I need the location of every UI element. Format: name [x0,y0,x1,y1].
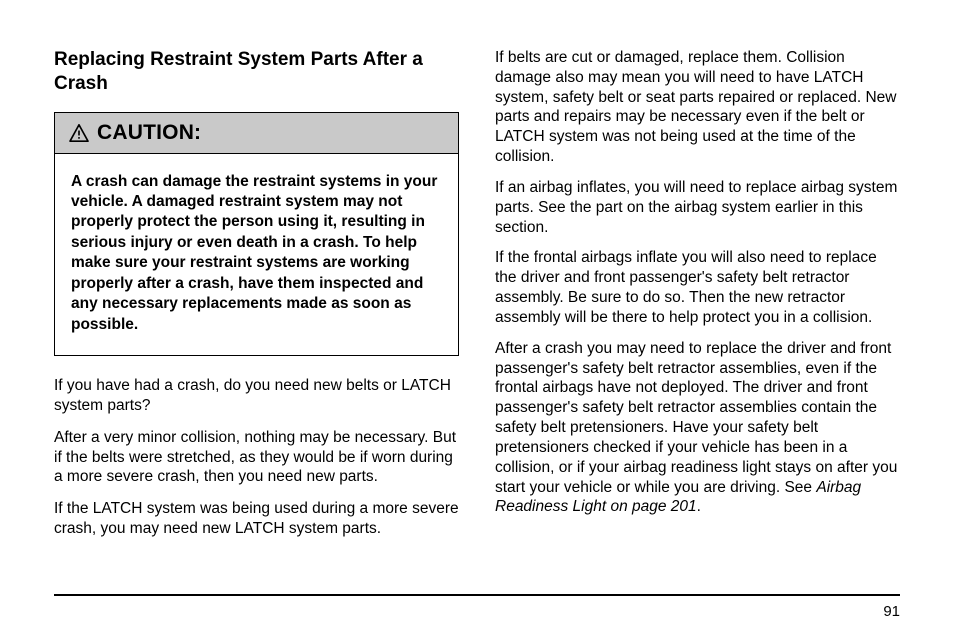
body-paragraph: After a crash you may need to replace th… [495,339,900,517]
paragraph-text: After a crash you may need to replace th… [495,340,897,496]
body-paragraph: If an airbag inflates, you will need to … [495,178,900,237]
caution-box: CAUTION: A crash can damage the restrain… [54,112,459,357]
caution-header: CAUTION: [55,113,458,154]
body-paragraph: After a very minor collision, nothing ma… [54,428,459,487]
page-content: Replacing Restraint System Parts After a… [54,48,900,588]
body-paragraph: If you have had a crash, do you need new… [54,376,459,416]
footer-rule [54,594,900,596]
body-paragraph: If the frontal airbags inflate you will … [495,248,900,327]
section-heading: Replacing Restraint System Parts After a… [54,48,459,96]
paragraph-text: . [697,498,701,515]
right-column: If belts are cut or damaged, replace the… [495,48,900,588]
left-column: Replacing Restraint System Parts After a… [54,48,459,588]
caution-body: A crash can damage the restraint systems… [55,154,458,356]
body-paragraph: If belts are cut or damaged, replace the… [495,48,900,167]
warning-triangle-icon [69,124,89,142]
caution-label: CAUTION: [97,121,201,145]
page-number: 91 [883,603,900,620]
body-paragraph: If the LATCH system was being used durin… [54,499,459,539]
